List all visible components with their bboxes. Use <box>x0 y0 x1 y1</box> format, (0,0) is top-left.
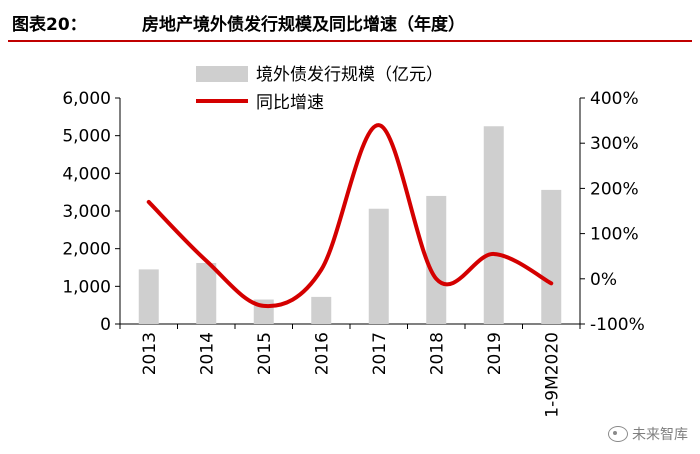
bar <box>196 262 217 324</box>
y-left-tick-label: 2,000 <box>62 240 111 260</box>
bar <box>138 269 159 324</box>
x-tick-label: 2015 <box>255 332 275 375</box>
y-left-tick-label: 0 <box>100 315 111 335</box>
y-right-tick-label: 0% <box>590 270 617 290</box>
x-tick-label: 2019 <box>485 332 505 375</box>
legend-swatch-bar <box>196 66 248 82</box>
x-tick-label: 2017 <box>370 332 390 375</box>
y-right-tick-label: 300% <box>590 134 639 154</box>
y-left-tick-label: 4,000 <box>62 164 111 184</box>
bar <box>311 296 332 324</box>
bar <box>483 126 504 324</box>
y-right-tick-label: -100% <box>590 315 645 335</box>
y-left-tick-label: 3,000 <box>62 202 111 222</box>
legend-label-bar: 境外债发行规模（亿元） <box>256 65 443 85</box>
x-tick-label: 2018 <box>427 332 447 375</box>
figure-label: 图表20： <box>12 15 87 35</box>
bar <box>426 195 447 324</box>
y-right-tick-label: 200% <box>590 179 639 199</box>
y-right-tick-label: 100% <box>590 225 639 245</box>
wechat-icon <box>608 426 628 442</box>
watermark: 未来智库 <box>608 424 688 444</box>
line-series <box>146 123 554 309</box>
y-left-tick-label: 6,000 <box>62 89 111 109</box>
y-right-tick-label: 400% <box>590 89 639 109</box>
watermark-text: 未来智库 <box>632 427 688 443</box>
bar <box>368 208 389 324</box>
x-tick-label: 2016 <box>312 332 332 375</box>
x-tick-label: 2014 <box>197 332 217 375</box>
bar <box>541 189 562 324</box>
legend-label-line: 同比增速 <box>256 93 324 113</box>
x-tick-label: 1-9M2020 <box>542 332 562 418</box>
y-left-tick-label: 5,000 <box>62 127 111 147</box>
x-tick-label: 2013 <box>140 332 160 375</box>
figure-title: 房地产境外债发行规模及同比增速（年度） <box>142 15 465 35</box>
figure-header: 图表20： 房地产境外债发行规模及同比增速（年度） <box>8 4 692 42</box>
y-left-tick-label: 1,000 <box>62 277 111 297</box>
